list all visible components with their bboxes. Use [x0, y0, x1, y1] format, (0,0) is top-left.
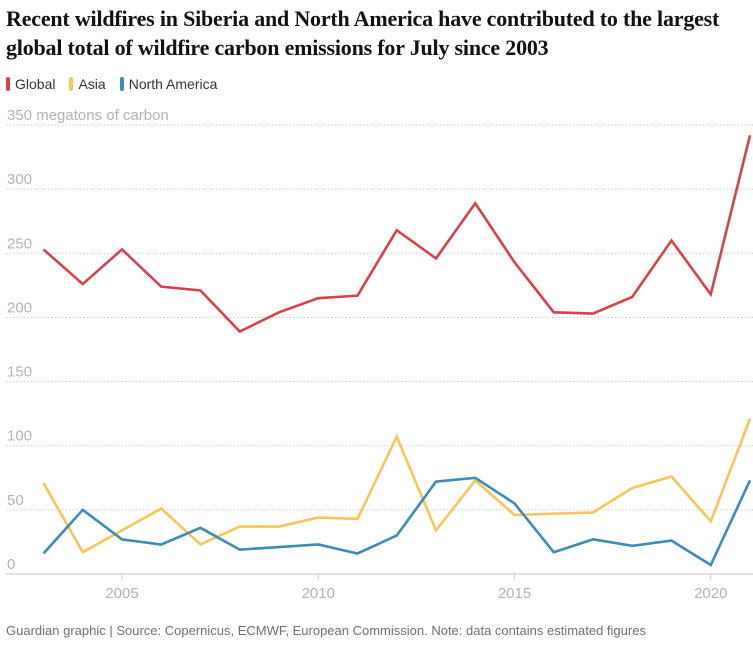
y-tick-label: 150: [7, 364, 32, 381]
legend-swatch: [6, 77, 10, 91]
x-tick-label: 2015: [498, 585, 531, 602]
y-tick-label: 350 megatons of carbon: [7, 107, 169, 124]
y-tick-label: 0: [7, 556, 15, 573]
legend-swatch: [69, 77, 74, 91]
series-line-asia: [42, 418, 752, 554]
source-note: Guardian graphic | Source: Copernicus, E…: [6, 623, 646, 638]
y-tick-label: 300: [7, 171, 32, 188]
legend-label: Global: [15, 76, 56, 92]
chart-title: Recent wildfires in Siberia and North Am…: [6, 6, 720, 60]
legend-swatch: [119, 77, 124, 91]
line-chart: 0 50 100 150 200 250 300 350 megatons of carbon…: [6, 107, 753, 602]
y-tick-label: 50: [7, 492, 24, 509]
series-line-north-america: [42, 476, 752, 567]
x-tick-label: 2010: [302, 585, 335, 602]
legend-label: Asia: [78, 76, 106, 92]
y-tick-label: 200: [7, 299, 32, 316]
series-line-global: [42, 134, 752, 334]
legend-item: Asia: [69, 76, 106, 92]
y-tick-label: 100: [7, 428, 32, 445]
legend: Global Asia North America: [6, 76, 217, 92]
x-tick-label: 2005: [105, 585, 138, 602]
legend-label: North America: [128, 76, 218, 92]
legend-item: Global: [6, 76, 55, 92]
x-tick-label: 2020: [694, 585, 727, 602]
legend-item: North America: [119, 76, 218, 92]
y-tick-label: 250: [7, 235, 32, 252]
